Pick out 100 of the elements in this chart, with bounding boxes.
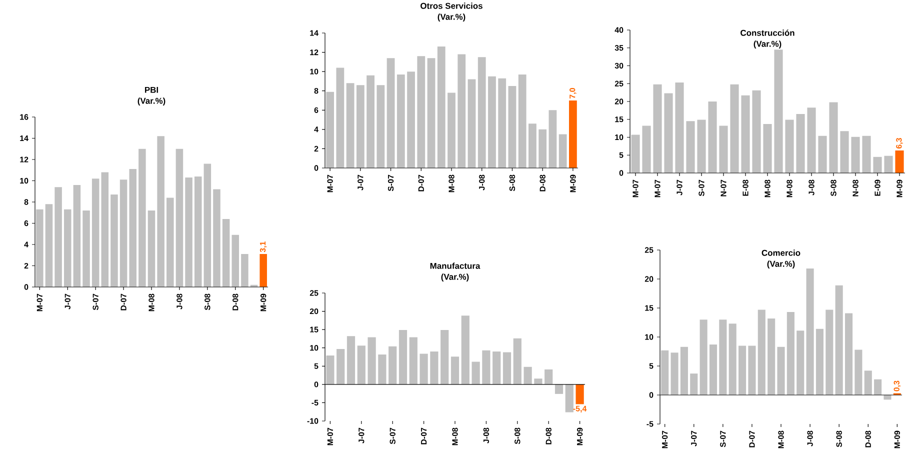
bar bbox=[874, 379, 882, 395]
bar bbox=[45, 204, 53, 287]
bar bbox=[492, 352, 501, 384]
bar bbox=[528, 124, 536, 168]
bar bbox=[398, 330, 408, 384]
bar bbox=[697, 120, 706, 173]
chart-subtitle: (Var.%) bbox=[138, 98, 166, 106]
bar bbox=[576, 384, 584, 404]
bar bbox=[378, 354, 386, 384]
bar bbox=[835, 285, 843, 395]
bar bbox=[895, 150, 904, 173]
bar bbox=[806, 268, 814, 395]
bar bbox=[873, 156, 882, 173]
bar bbox=[558, 134, 567, 168]
bar bbox=[631, 134, 640, 173]
bar bbox=[498, 78, 506, 168]
bar bbox=[138, 148, 146, 287]
bar bbox=[774, 50, 783, 173]
bar bbox=[661, 350, 669, 395]
bar bbox=[670, 352, 678, 395]
bar bbox=[448, 92, 456, 168]
bar bbox=[844, 313, 853, 395]
bar bbox=[763, 124, 772, 173]
bar bbox=[664, 93, 673, 173]
bar bbox=[738, 346, 746, 395]
bar bbox=[461, 316, 470, 384]
bar bbox=[110, 194, 118, 287]
bar bbox=[427, 58, 436, 168]
bar bbox=[752, 90, 761, 173]
bar bbox=[437, 46, 446, 168]
bar bbox=[326, 356, 334, 384]
chart-subtitle: (Var.%) bbox=[441, 274, 469, 282]
bar bbox=[796, 330, 804, 395]
chart-subtitle: (Var.%) bbox=[438, 14, 466, 22]
bar bbox=[478, 57, 486, 168]
bar bbox=[708, 102, 717, 173]
chart-title: Manufactura bbox=[430, 262, 480, 269]
bar bbox=[64, 209, 72, 287]
bar bbox=[818, 136, 827, 173]
bar bbox=[482, 350, 490, 384]
bar bbox=[82, 210, 90, 287]
bar bbox=[680, 346, 688, 395]
bar bbox=[513, 338, 522, 384]
bar bbox=[785, 120, 794, 173]
bar bbox=[686, 121, 695, 173]
bar bbox=[862, 136, 871, 173]
chart-title: Construcción bbox=[740, 30, 794, 36]
bar bbox=[758, 310, 766, 395]
bar bbox=[700, 320, 708, 395]
bar bbox=[241, 254, 248, 287]
bar bbox=[73, 184, 81, 287]
bar bbox=[336, 68, 344, 168]
bar bbox=[719, 320, 727, 395]
bar bbox=[232, 234, 240, 287]
bar bbox=[458, 54, 466, 168]
bar bbox=[807, 108, 816, 173]
bar bbox=[524, 366, 532, 384]
bar bbox=[176, 148, 184, 287]
bar bbox=[409, 337, 418, 384]
bar bbox=[709, 344, 718, 395]
bar bbox=[36, 209, 44, 287]
bar bbox=[407, 72, 415, 168]
bar bbox=[554, 384, 564, 394]
bar bbox=[826, 310, 834, 395]
bar bbox=[148, 210, 156, 287]
bar bbox=[534, 378, 542, 384]
bar bbox=[829, 102, 838, 173]
bar bbox=[472, 362, 480, 384]
bar bbox=[388, 346, 397, 384]
bar bbox=[185, 178, 192, 287]
bar bbox=[440, 330, 449, 384]
bar bbox=[468, 79, 476, 168]
bar bbox=[851, 136, 860, 173]
bar bbox=[502, 352, 512, 384]
bar bbox=[366, 75, 374, 168]
bar bbox=[653, 84, 662, 173]
bar bbox=[748, 346, 756, 395]
bar bbox=[120, 180, 128, 287]
bar bbox=[840, 131, 849, 173]
bar bbox=[741, 95, 750, 173]
bar bbox=[548, 110, 557, 168]
bar bbox=[396, 74, 405, 168]
bar bbox=[101, 172, 109, 287]
bar bbox=[213, 189, 220, 287]
bar bbox=[884, 156, 893, 173]
bar bbox=[690, 374, 698, 395]
bar bbox=[356, 85, 364, 168]
bar bbox=[368, 337, 376, 384]
bar bbox=[768, 318, 776, 395]
bar bbox=[336, 348, 345, 384]
bar bbox=[376, 85, 385, 168]
chart-title: Otros Servicios bbox=[420, 2, 482, 9]
bar bbox=[157, 136, 164, 287]
bar bbox=[326, 92, 334, 168]
bar bbox=[450, 356, 460, 384]
bar bbox=[538, 129, 547, 168]
bar bbox=[222, 218, 230, 287]
bar bbox=[417, 56, 426, 168]
bar bbox=[92, 178, 100, 287]
bar bbox=[565, 384, 574, 412]
